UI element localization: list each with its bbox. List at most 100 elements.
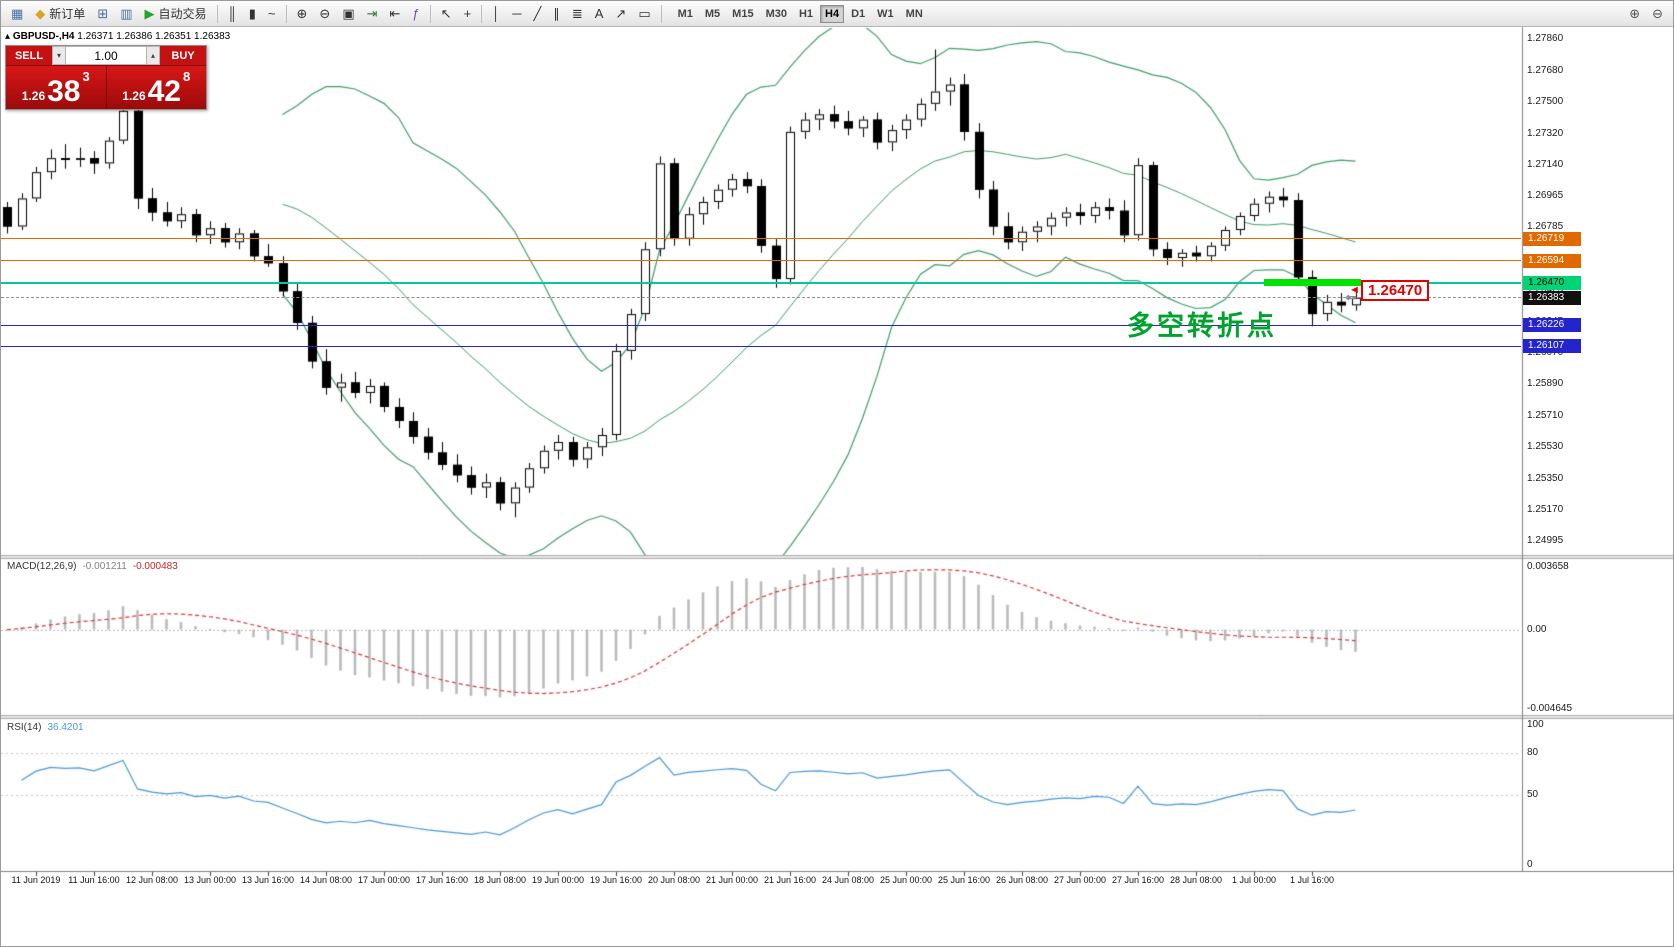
highlight-segment[interactable] [1263,279,1361,287]
zoom-out-button[interactable]: ⊖ [313,4,336,24]
time-axis-label: 14 Jun 08:00 [299,875,353,885]
time-axis-label: 28 Jun 08:00 [1169,875,1223,885]
shapes-button[interactable]: ▭ [632,4,656,24]
price-badge-1.26226: 1.26226 [1523,318,1581,333]
sell-price-button[interactable]: 1.26 38 3 [6,66,107,109]
hline-support-1[interactable] [1,324,1521,326]
magnify-plus-icon: ⊕ [1629,6,1641,21]
new_order-button[interactable]: ◆ 新订单 [29,4,91,24]
hline-resistance-1[interactable] [1,238,1521,240]
trendline-icon: ╱ [533,6,542,21]
profiles-button[interactable]: ▥ [114,4,138,24]
volume-input[interactable] [66,46,146,65]
macd-indicator-title: MACD(12,26,9) -0.001211 -0.000483 [7,561,178,572]
time-axis-label: 11 Jun 16:00 [68,875,120,885]
horizontal-line-button[interactable]: ─ [506,4,527,24]
rsi-title-text: RSI(14) [7,722,42,733]
timeframe-M15[interactable]: M15 [727,5,758,23]
macd-main-value: -0.001211 [82,561,127,572]
text-button[interactable]: A [589,4,610,24]
macd-axis-label: -0.004645 [1527,703,1573,714]
chart-plus-icon: ⊞ [97,6,109,21]
time-axis-label: 25 Jun 00:00 [879,875,933,885]
auto_trading-button[interactable]: ▶ 自动交易 [139,4,213,24]
timeframe-H4[interactable]: H4 [820,4,845,23]
cursor-icon: ↖ [440,6,452,21]
candlestick-chart-icon: ▮ [248,6,256,21]
sell-price-small: 1.26 [21,88,46,103]
volume-decrease-button[interactable]: ▾ [52,46,66,65]
hline-resistance-2[interactable] [1,260,1521,262]
fibonacci-button[interactable]: ≣ [566,4,589,24]
cursor-button[interactable]: ↖ [435,4,458,24]
price-badge-1.26594: 1.26594 [1523,253,1581,268]
price-axis-label: 1.27320 [1527,127,1564,139]
sell-button[interactable]: SELL [6,46,52,65]
time-axis-label: 11 Jun 2019 [11,875,61,885]
hline-support-2[interactable] [1,345,1521,347]
one-click-price-row: 1.26 38 3 1.26 42 8 [6,65,206,109]
macd-title-text: MACD(12,26,9) [7,561,77,572]
arrow-object-button[interactable]: ↗ [609,4,632,24]
charts-window-button[interactable]: ▦ [5,4,29,24]
price-axis-label: 1.26965 [1527,189,1564,201]
time-axis-label: 19 Jun 00:00 [531,875,585,885]
buy-price-small: 1.26 [122,88,146,103]
buy-price-button[interactable]: 1.26 42 8 [106,66,206,109]
bid-price-line [1,297,1521,299]
charts-window-icon: ▦ [11,6,24,21]
tile-windows-button[interactable]: ▣ [336,4,360,24]
line-chart-button[interactable]: ~ [262,4,282,24]
volume-increase-button[interactable]: ▴ [146,46,160,65]
price-axis-label: 1.25350 [1527,472,1564,484]
crosshair-button[interactable]: + [458,4,478,24]
rsi-indicator-title: RSI(14) 36.4201 [7,722,84,733]
timeframe-H1[interactable]: H1 [794,5,818,23]
auto-scroll-icon: ⇥ [366,6,378,21]
channel-button[interactable]: ∥ [547,4,566,24]
chart-shift-button[interactable]: ⇤ [384,4,407,24]
horizontal-line-icon: ─ [512,6,522,21]
time-axis-label: 13 Jun 00:00 [183,875,237,885]
auto_trading-label: 自动交易 [158,7,207,21]
hline-pivot[interactable] [1,281,1521,284]
magnify-minus-button[interactable]: ⊖ [1646,4,1669,24]
timeframe-MN[interactable]: MN [901,5,928,23]
timeframe-M30[interactable]: M30 [761,5,792,23]
time-axis-label: 20 Jun 08:00 [647,875,701,885]
timeframe-W1[interactable]: W1 [872,5,899,23]
price-axis-label: 1.27860 [1527,33,1564,44]
price-axis-label: 1.25170 [1527,504,1564,516]
one-click-toggle-icon[interactable]: ▴ [5,31,11,42]
toolbar-separator [285,4,287,23]
timeframe-M5[interactable]: M5 [700,5,725,23]
turning-point-note[interactable]: 多空转折点 [1127,311,1277,341]
new_order-label: 新订单 [49,7,86,21]
zoom-in-button[interactable]: ⊕ [291,4,314,24]
price-axis-label: 1.25710 [1527,409,1564,421]
auto-scroll-button[interactable]: ⇥ [361,4,384,24]
time-axis-label: 12 Jun 08:00 [125,875,179,885]
text-icon: A [594,6,604,21]
trendline-button[interactable]: ╱ [528,4,548,24]
zoom-out-icon: ⊖ [319,6,331,21]
timeframe-M1[interactable]: M1 [673,5,698,23]
crosshair-icon: + [463,6,472,21]
price-badge-1.26107: 1.26107 [1523,339,1581,354]
bar-chart-button[interactable]: ║ [222,4,243,24]
time-axis-label: 17 Jun 16:00 [415,875,469,885]
price-label-object[interactable]: 1.26470 [1361,280,1430,301]
chart-plus-button[interactable]: ⊞ [91,4,114,24]
price-axis-label: 1.26425 [1527,284,1563,295]
left-arrow-object-icon[interactable]: ⇐ [1345,289,1357,305]
rsi-axis-label: 50 [1527,789,1539,800]
buy-button[interactable]: BUY [160,46,206,65]
timeframe-D1[interactable]: D1 [846,5,870,23]
magnify-plus-button[interactable]: ⊕ [1623,4,1646,24]
vertical-line-button[interactable]: │ [486,4,506,24]
indicators-button[interactable]: ƒ [406,4,425,24]
tile-windows-icon: ▣ [342,6,355,21]
candlestick-chart-button[interactable]: ▮ [243,4,262,24]
